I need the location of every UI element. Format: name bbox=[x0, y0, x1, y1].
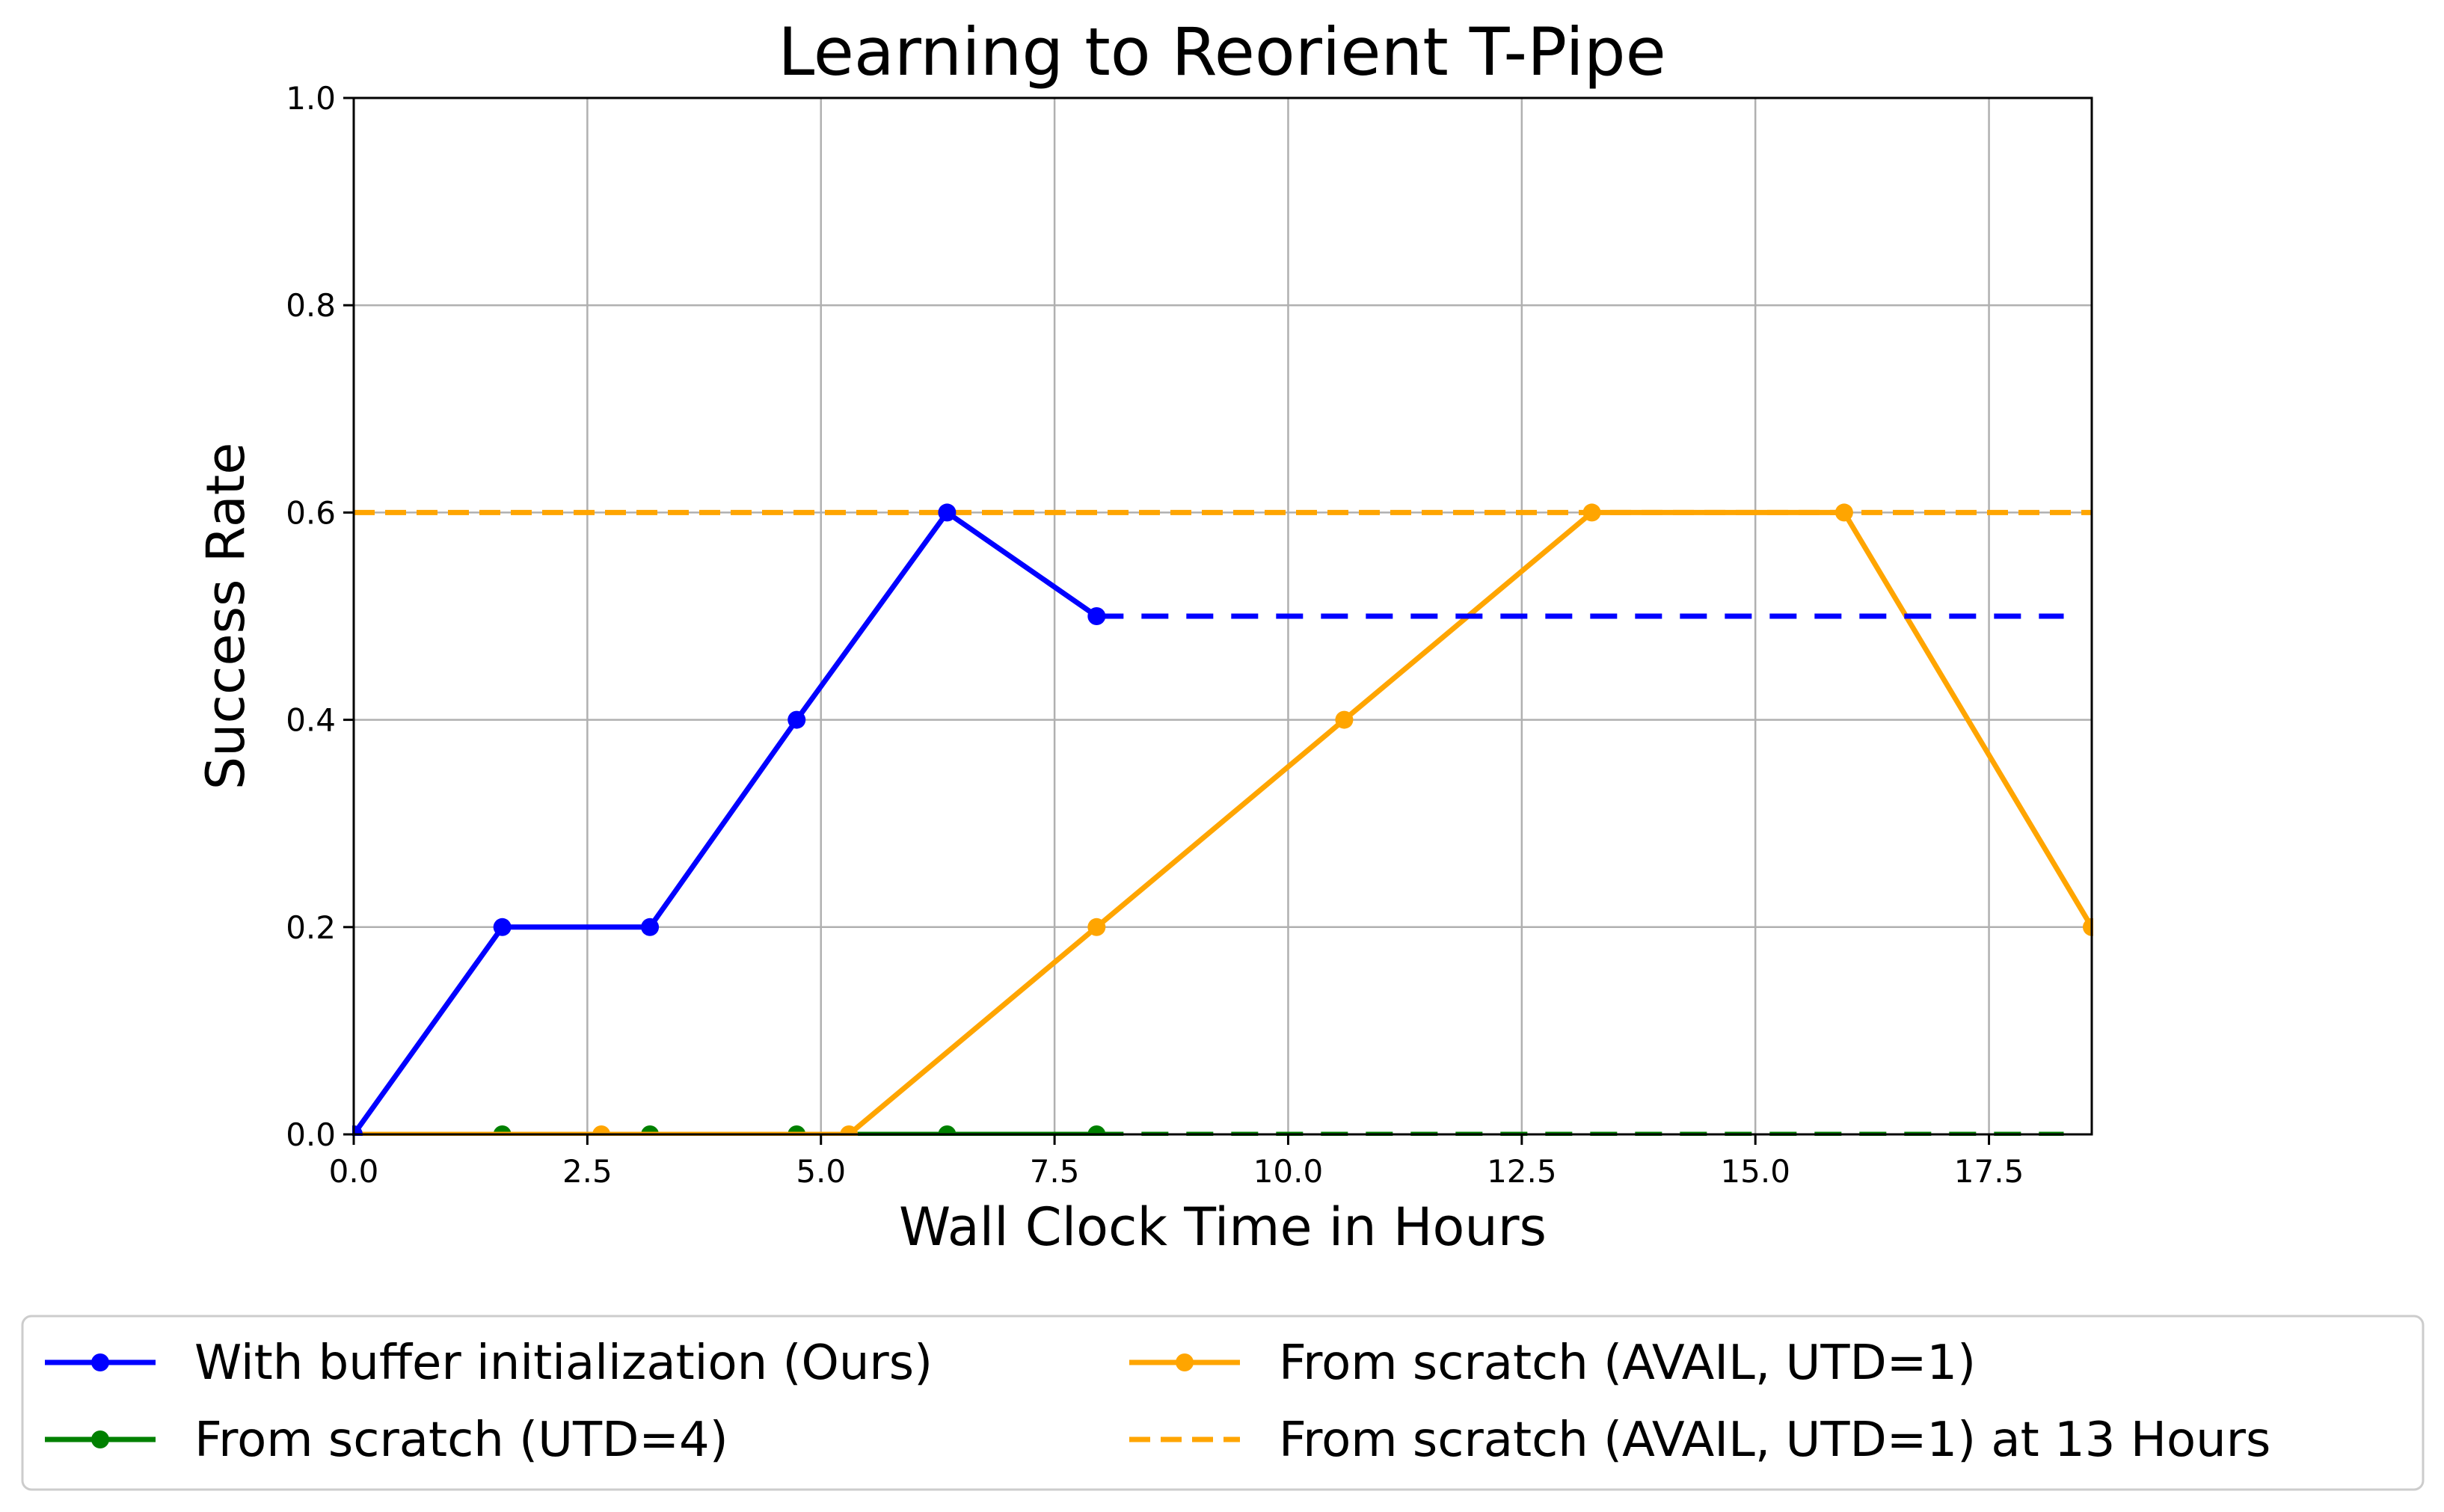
series-2-point bbox=[1087, 918, 1106, 936]
series-2-point bbox=[1834, 503, 1853, 522]
legend-marker bbox=[91, 1430, 109, 1448]
legend-marker bbox=[1176, 1353, 1194, 1371]
series-0-line bbox=[352, 509, 1099, 1136]
series-2-line bbox=[354, 509, 2093, 1136]
ticks: 0.0 2.5 5.0 7.5 10.0 12.5 15.0 17.5 0.0 0.2 0.4 0.6… bbox=[286, 80, 2024, 1190]
y-tick-label: 0.6 bbox=[286, 494, 336, 531]
x-axis-label: Wall Clock Time in Hours bbox=[899, 1196, 1547, 1258]
legend-box bbox=[21, 1315, 2425, 1491]
plot-lines bbox=[352, 503, 2093, 1136]
x-tick-label: 17.5 bbox=[1954, 1153, 2024, 1190]
x-tick-label: 7.5 bbox=[1030, 1153, 1080, 1190]
legend-label: With buffer initialization (Ours) bbox=[194, 1336, 933, 1391]
legend-marker bbox=[91, 1353, 109, 1371]
x-tick-label: 0.0 bbox=[329, 1153, 379, 1190]
series-0-point bbox=[641, 918, 660, 936]
y-tick-label: 1.0 bbox=[286, 80, 336, 117]
series-0-point bbox=[787, 710, 806, 729]
series-0-point bbox=[1087, 607, 1106, 625]
y-tick-label: 0.0 bbox=[286, 1116, 336, 1153]
legend-label: From scratch (AVAIL, UTD=1) bbox=[1279, 1336, 1976, 1391]
series-2-point bbox=[1335, 710, 1354, 729]
x-tick-label: 5.0 bbox=[796, 1153, 846, 1190]
x-tick-label: 15.0 bbox=[1720, 1153, 1790, 1190]
series-0-point bbox=[493, 918, 512, 936]
plot-frame bbox=[352, 96, 2093, 1136]
y-tick-label: 0.4 bbox=[286, 702, 336, 739]
y-axis-label: Success Rate bbox=[195, 443, 257, 790]
x-tick-label: 10.0 bbox=[1253, 1153, 1324, 1190]
legend-entries: With buffer initialization (Ours) From sc… bbox=[45, 1336, 2270, 1468]
series-2-point bbox=[1582, 503, 1601, 522]
chart-title: Learning to Reorient T-Pipe bbox=[778, 13, 1666, 90]
x-tick-label: 2.5 bbox=[562, 1153, 612, 1190]
legend: With buffer initialization (Ours) From sc… bbox=[21, 1315, 2425, 1491]
legend-label: From scratch (UTD=4) bbox=[194, 1413, 728, 1468]
x-tick-label: 12.5 bbox=[1487, 1153, 1557, 1190]
series-0-point bbox=[938, 503, 957, 522]
y-tick-label: 0.2 bbox=[286, 909, 336, 946]
legend-label: From scratch (AVAIL, UTD=1) at 13 Hours bbox=[1279, 1413, 2270, 1468]
y-tick-label: 0.8 bbox=[286, 287, 336, 324]
